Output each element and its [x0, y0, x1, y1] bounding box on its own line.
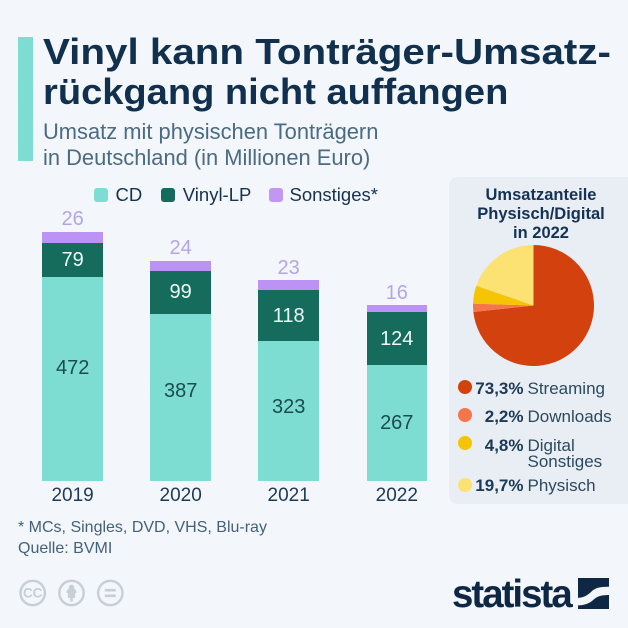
svg-text:CC: CC — [23, 586, 43, 601]
